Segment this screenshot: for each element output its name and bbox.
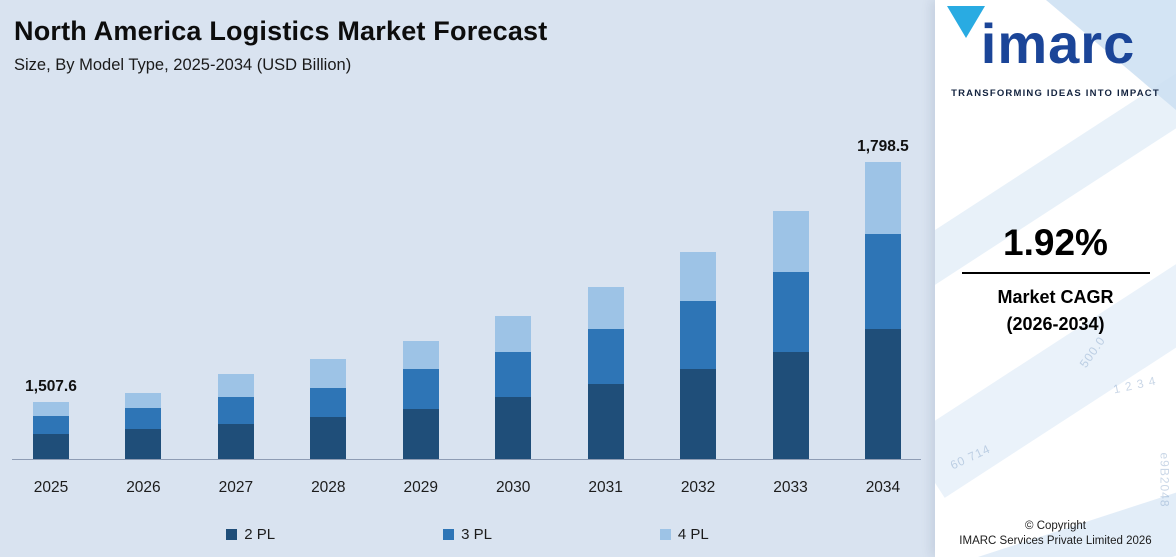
chart-title: North America Logistics Market Forecast <box>14 16 548 46</box>
bar-segment-4-pl-2031 <box>587 287 624 329</box>
legend-swatch-4-pl <box>659 529 671 540</box>
bar-segment-2-pl-2033 <box>772 352 809 459</box>
x-axis-labels: 2025 2026 2027 2028 2029 2030 2031 2032 2033 2034 <box>16 479 918 497</box>
x-axis-label-2025: 2025 <box>33 479 69 496</box>
legend-label-3-pl: 3 PL <box>461 526 492 543</box>
legend-item-2-pl: 2 PL <box>226 526 275 543</box>
legend-label-4-pl: 4 PL <box>677 526 709 543</box>
legend-label-2-pl: 2 PL <box>244 526 276 543</box>
bar-group-2034: 1,798.5 <box>848 138 918 459</box>
x-axis-label-2034: 2034 <box>865 479 901 496</box>
bar-segment-3-pl-2029 <box>402 369 439 409</box>
bar-segment-4-pl-2027 <box>217 374 254 397</box>
bar-group-2031 <box>571 287 641 459</box>
bar-segment-3-pl-2025 <box>33 416 69 434</box>
cagr-label-line2: (2026-2034) <box>1006 314 1105 334</box>
watermark-text: 500.0 <box>1076 333 1109 371</box>
legend-item-4-pl: 4 PL <box>659 526 709 543</box>
bar-group-2027 <box>201 374 271 459</box>
watermark-text: 1 2 3 4 <box>1112 373 1158 397</box>
bar-segment-4-pl-2026 <box>125 393 162 408</box>
x-axis-label-2029: 2029 <box>403 479 438 496</box>
x-axis-label-2031: 2031 <box>588 479 623 496</box>
bar-segment-2-pl-2026 <box>125 429 162 459</box>
bar-segment-3-pl-2033 <box>772 272 809 352</box>
x-axis-line <box>12 459 921 460</box>
bar-segment-2-pl-2029 <box>402 409 439 459</box>
cagr-label-line1: Market CAGR <box>997 287 1114 307</box>
watermark-text: 60 714 <box>948 441 993 473</box>
bar-segment-3-pl-2028 <box>310 388 347 417</box>
x-axis-label-2027: 2027 <box>218 479 254 496</box>
legend-item-3-pl: 3 PL <box>443 526 492 543</box>
x-axis-label-2028: 2028 <box>311 479 346 496</box>
x-axis-label-2032: 2032 <box>680 479 716 496</box>
bar-segment-3-pl-2027 <box>217 397 254 424</box>
bar-segment-4-pl-2034 <box>864 162 901 234</box>
chart-subtitle: Size, By Model Type, 2025-2034 (USD Bill… <box>14 56 352 74</box>
bar-segment-4-pl-2032 <box>680 252 717 301</box>
bar-segment-4-pl-2028 <box>310 359 347 388</box>
bar-group-2032 <box>663 252 733 459</box>
chart-legend: 2 PL 3 PL 4 PL <box>0 526 935 543</box>
bar-segment-4-pl-2030 <box>495 316 532 352</box>
x-axis-label-2030: 2030 <box>495 479 531 496</box>
copyright-line1: © Copyright <box>1025 520 1086 532</box>
cagr-value: 1.92% <box>1003 222 1108 263</box>
bar-segment-3-pl-2026 <box>125 408 162 429</box>
brand-panel: 500.0 1 2 3 4 60 714 e9B2048 imarc TRANS… <box>935 0 1176 557</box>
legend-swatch-2-pl <box>226 529 238 540</box>
copyright: © Copyright IMARC Services Private Limit… <box>935 519 1176 549</box>
bar-group-2029 <box>386 341 456 459</box>
x-axis-label-2033: 2033 <box>773 479 808 496</box>
data-label-2025: 1,507.6 <box>25 378 77 395</box>
bar-group-2033 <box>756 211 826 459</box>
bar-segment-3-pl-2034 <box>864 234 901 329</box>
copyright-line2: IMARC Services Private Limited 2026 <box>959 535 1152 547</box>
x-axis-label-2026: 2026 <box>126 479 161 496</box>
bar-segment-3-pl-2032 <box>680 301 717 369</box>
bar-segment-2-pl-2028 <box>310 417 347 459</box>
stacked-bar-plot: 1,507.6 1,798.5 <box>16 127 918 459</box>
chart-area: North America Logistics Market Forecast … <box>0 16 935 543</box>
bar-segment-2-pl-2027 <box>217 424 254 459</box>
bar-segment-4-pl-2033 <box>772 211 809 272</box>
bar-group-2030 <box>478 316 548 459</box>
bar-group-2025: 1,507.6 <box>16 378 86 459</box>
bar-segment-4-pl-2025 <box>33 402 69 416</box>
bar-segment-2-pl-2032 <box>680 369 717 459</box>
bar-segment-2-pl-2031 <box>587 384 624 459</box>
bar-segment-2-pl-2025 <box>33 434 69 459</box>
cagr-divider <box>961 272 1150 274</box>
logo-wordmark: imarc <box>980 12 1136 75</box>
cagr-block: 1.92% Market CAGR (2026-2034) <box>935 222 1176 338</box>
bar-group-2028 <box>293 359 363 459</box>
bar-segment-4-pl-2029 <box>402 341 439 369</box>
bar-group-2026 <box>108 393 178 459</box>
bars-container: 1,507.6 1,798.5 <box>16 127 918 459</box>
watermark-text: e9B2048 <box>1157 452 1172 508</box>
legend-swatch-3-pl <box>443 529 455 540</box>
bar-segment-3-pl-2030 <box>495 352 532 397</box>
bar-segment-3-pl-2031 <box>587 329 624 384</box>
logo-triangle-icon <box>947 6 985 38</box>
logo-tagline: TRANSFORMING IDEAS INTO IMPACT <box>951 88 1160 99</box>
bar-segment-2-pl-2030 <box>495 397 532 459</box>
data-label-2034: 1,798.5 <box>857 138 909 155</box>
bar-segment-2-pl-2034 <box>864 329 901 459</box>
